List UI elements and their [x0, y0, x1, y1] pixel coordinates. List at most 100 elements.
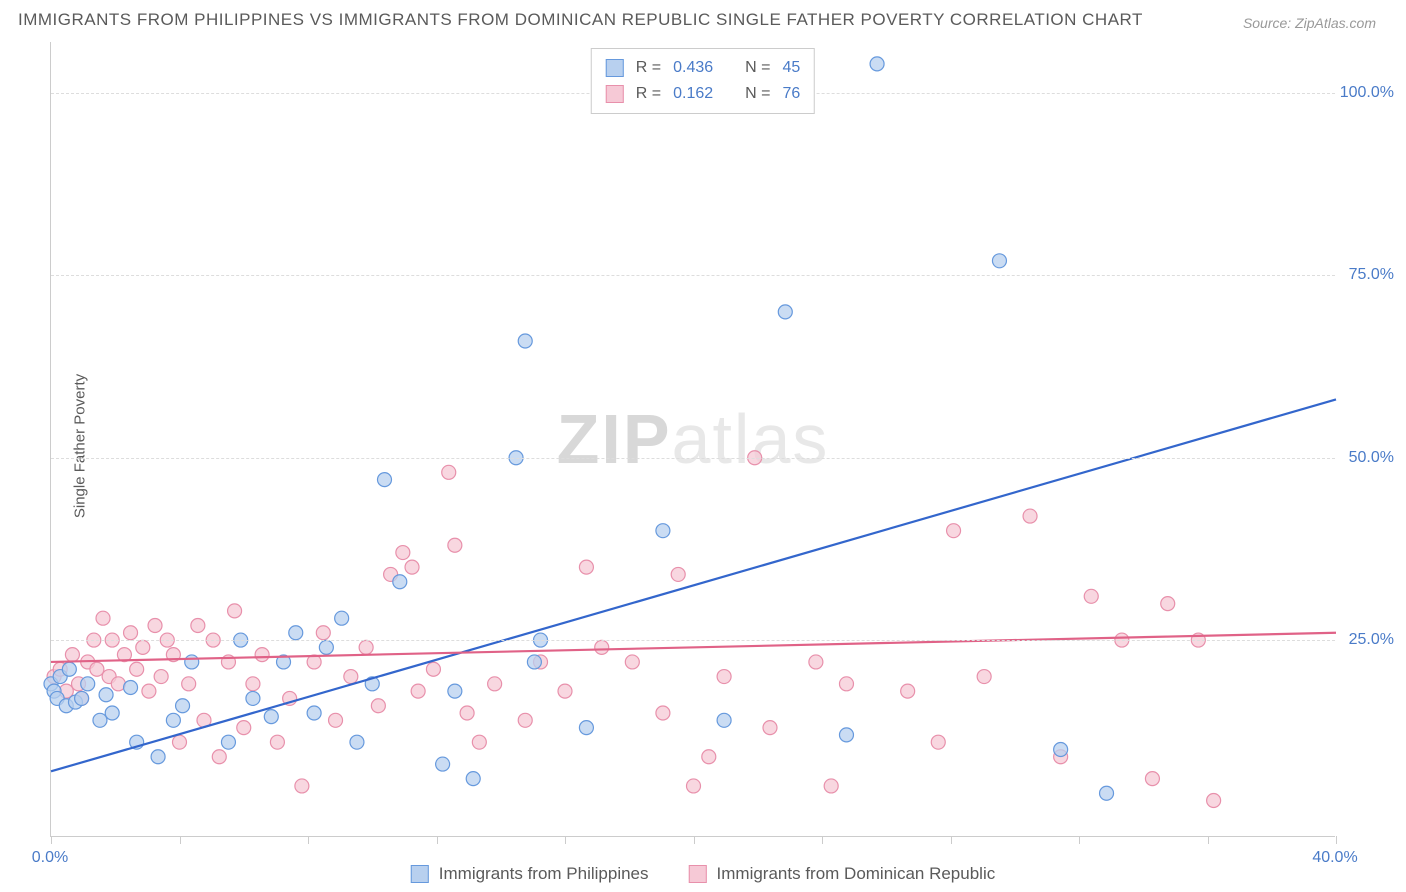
legend-series-item: Immigrants from Philippines	[411, 864, 649, 884]
data-point	[344, 670, 358, 684]
data-point	[264, 710, 278, 724]
data-point	[246, 691, 260, 705]
data-point	[488, 677, 502, 691]
data-point	[656, 706, 670, 720]
data-point	[931, 735, 945, 749]
data-point	[870, 57, 884, 71]
x-tick	[437, 836, 438, 844]
data-point	[65, 648, 79, 662]
series-name: Immigrants from Philippines	[439, 864, 649, 884]
data-point	[75, 691, 89, 705]
data-point	[246, 677, 260, 691]
data-point	[136, 640, 150, 654]
data-point	[176, 699, 190, 713]
data-point	[130, 662, 144, 676]
data-point	[289, 626, 303, 640]
data-point	[93, 713, 107, 727]
data-point	[307, 706, 321, 720]
data-point	[671, 567, 685, 581]
data-point	[105, 706, 119, 720]
data-point	[901, 684, 915, 698]
data-point	[579, 721, 593, 735]
data-point	[824, 779, 838, 793]
data-point	[1023, 509, 1037, 523]
legend-swatch	[606, 85, 624, 103]
data-point	[405, 560, 419, 574]
r-label: R =	[636, 85, 661, 103]
data-point	[518, 334, 532, 348]
data-point	[185, 655, 199, 669]
data-point	[396, 546, 410, 560]
data-point	[595, 640, 609, 654]
gridline	[51, 458, 1335, 459]
x-tick	[694, 836, 695, 844]
data-point	[148, 618, 162, 632]
n-value: 76	[782, 85, 800, 103]
data-point	[518, 713, 532, 727]
data-point	[359, 640, 373, 654]
data-point	[151, 750, 165, 764]
data-point	[527, 655, 541, 669]
n-label: N =	[745, 59, 770, 77]
x-tick	[1208, 836, 1209, 844]
data-point	[992, 254, 1006, 268]
data-point	[472, 735, 486, 749]
legend-stat-row: R = 0.436 N = 45	[606, 55, 800, 81]
data-point	[1054, 742, 1068, 756]
data-point	[182, 677, 196, 691]
legend-stat-row: R = 0.162 N = 76	[606, 81, 800, 107]
gridline	[51, 275, 1335, 276]
data-point	[839, 728, 853, 742]
x-tick	[308, 836, 309, 844]
data-point	[90, 662, 104, 676]
x-tick	[1079, 836, 1080, 844]
data-point	[237, 721, 251, 735]
x-tick	[822, 836, 823, 844]
legend-series-item: Immigrants from Dominican Republic	[689, 864, 996, 884]
source-label: Source: ZipAtlas.com	[1243, 15, 1376, 31]
data-point	[142, 684, 156, 698]
data-point	[99, 688, 113, 702]
data-point	[687, 779, 701, 793]
r-label: R =	[636, 59, 661, 77]
data-point	[448, 538, 462, 552]
x-tick	[565, 836, 566, 844]
data-point	[335, 611, 349, 625]
x-tick	[951, 836, 952, 844]
data-point	[377, 473, 391, 487]
y-tick-label: 25.0%	[1349, 631, 1394, 649]
data-point	[466, 772, 480, 786]
data-point	[947, 524, 961, 538]
data-point	[124, 680, 138, 694]
data-point	[656, 524, 670, 538]
data-point	[460, 706, 474, 720]
data-point	[717, 713, 731, 727]
data-point	[228, 604, 242, 618]
plot-area: ZIPatlas	[50, 42, 1335, 837]
legend-swatch	[689, 865, 707, 883]
y-tick-label: 75.0%	[1349, 266, 1394, 284]
data-point	[270, 735, 284, 749]
x-tick	[1336, 836, 1337, 844]
n-value: 45	[782, 59, 800, 77]
data-point	[1084, 589, 1098, 603]
data-point	[809, 655, 823, 669]
legend-stats: R = 0.436 N = 45 R = 0.162 N = 76	[591, 48, 815, 114]
data-point	[1207, 794, 1221, 808]
x-tick-label: 0.0%	[32, 849, 68, 867]
r-value: 0.436	[673, 59, 721, 77]
gridline	[51, 640, 1335, 641]
n-label: N =	[745, 85, 770, 103]
data-point	[625, 655, 639, 669]
data-point	[717, 670, 731, 684]
data-point	[81, 677, 95, 691]
data-point	[579, 560, 593, 574]
data-point	[778, 305, 792, 319]
data-point	[221, 735, 235, 749]
data-point	[839, 677, 853, 691]
data-point	[977, 670, 991, 684]
data-point	[96, 611, 110, 625]
data-point	[371, 699, 385, 713]
r-value: 0.162	[673, 85, 721, 103]
data-point	[62, 662, 76, 676]
